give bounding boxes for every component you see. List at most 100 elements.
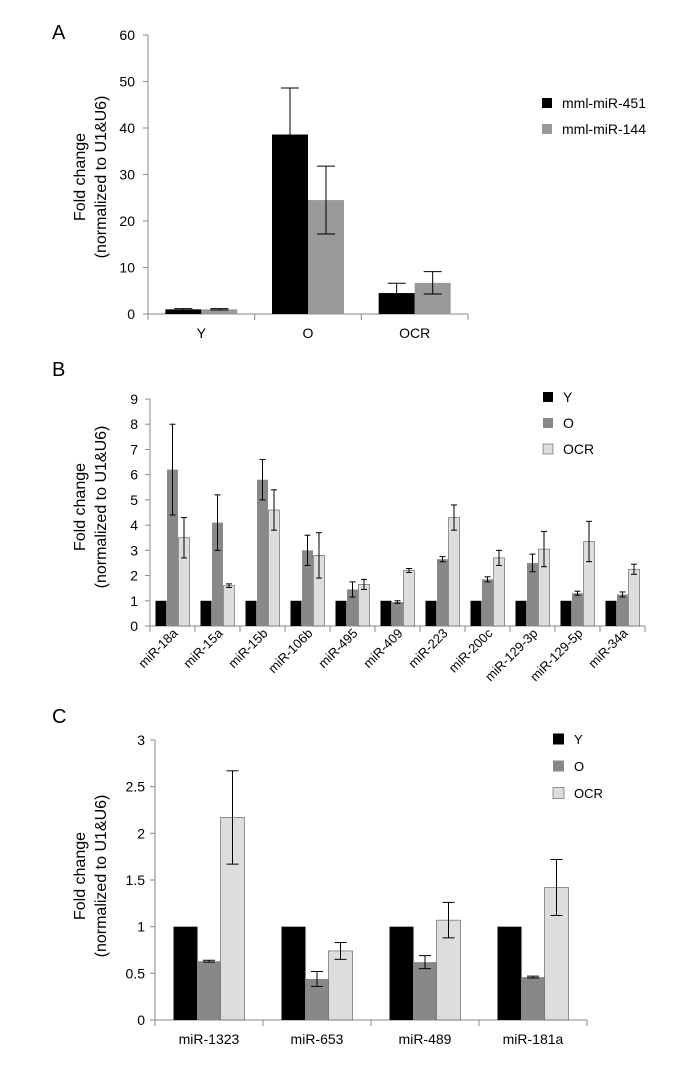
panel-b-bar: [572, 593, 583, 626]
panel-c-bar: [328, 950, 353, 1021]
panel-b-bar: [245, 600, 257, 626]
panel-b-category-label: miR-15a: [180, 625, 226, 671]
panel-c-bar: [173, 926, 198, 1020]
panel-b-bar: [425, 600, 437, 626]
panel-b-category-label: miR-223: [405, 626, 450, 671]
panel-b-bar: [628, 568, 640, 627]
panel-c-legend-label: O: [574, 759, 584, 774]
panel-a-ylabel-line2: (normalized to U1&U6): [93, 96, 110, 259]
panel-b-bar: [392, 602, 403, 626]
panel-b-y-tick-label: 4: [130, 517, 138, 533]
panel-a-ylabel-line1: Fold change: [72, 133, 89, 221]
panel-b-y-tick-label: 5: [130, 492, 138, 508]
panel-b-bar: [527, 562, 538, 626]
panel-b-category-label: miR-34a: [585, 625, 631, 671]
panel-a-y-tick-label: 60: [119, 27, 135, 43]
panel-a-chart: 0 10 20 30 40 50 60 Y O OCR mml-miR-451 mml-miR-144: [119, 27, 646, 341]
panel-b-category-label: miR-409: [360, 626, 405, 671]
panel-c-y-tick-label: 3: [137, 732, 145, 748]
panel-a-bar: [201, 309, 238, 314]
panel-b-category-label: miR-18a: [135, 625, 181, 671]
panel-b-bar: [437, 559, 448, 626]
panel-b-y-tick-label: 7: [130, 441, 138, 457]
panel-c-y-tick-label: 1.5: [126, 872, 146, 888]
panel-a-legend-label: mml-miR-451: [562, 95, 646, 111]
panel-b-y-tick-label: 6: [130, 467, 138, 483]
panel-b-bar: [605, 600, 617, 626]
panel-c-legend-label: OCR: [574, 786, 603, 801]
panel-b-legend-label: Y: [563, 389, 573, 405]
panel-c-legend-label: Y: [574, 732, 583, 747]
panel-a-y-tick-label: 10: [119, 260, 135, 276]
panel-a-bar: [165, 309, 202, 314]
panel-b-bar: [200, 600, 212, 626]
panel-b-bar: [482, 579, 493, 626]
panel-c-y-tick-label: 2.5: [126, 779, 146, 795]
panel-b-bar: [257, 479, 268, 626]
panel-a-category-label: Y: [197, 325, 207, 341]
panel-c-bar: [521, 977, 545, 1020]
panel-c-bar: [497, 926, 522, 1020]
panel-b-label: B: [52, 359, 65, 381]
panel-b-y-tick-label: 9: [130, 391, 138, 407]
panel-a-category-label: O: [303, 325, 314, 341]
panel-b-legend-swatch: [543, 418, 553, 428]
panel-a-category-label: OCR: [399, 325, 430, 341]
panel-c-category-label: miR-653: [291, 1031, 344, 1047]
panel-b-ylabel-line1: Fold change: [72, 463, 89, 551]
panel-c-bar: [281, 926, 306, 1020]
panel-a-legend-label: mml-miR-144: [562, 121, 646, 137]
panel-b-bar: [167, 469, 178, 626]
panel-b-bar: [493, 557, 505, 627]
panel-b-bar: [617, 594, 628, 626]
panel-c-bar: [197, 961, 221, 1020]
panel-c-legend-swatch: [552, 787, 565, 799]
panel-c-y-tick-label: 0.5: [126, 965, 146, 981]
panel-a-y-tick-label: 20: [119, 213, 135, 229]
panel-b-legend-label: OCR: [563, 441, 594, 457]
panel-b-bar: [560, 600, 572, 626]
panel-c-y-tick-label: 1: [137, 919, 145, 935]
panel-c-ylabel-line2: (normalized to U1&U6): [93, 795, 110, 958]
panel-a-bar: [378, 293, 415, 314]
panel-b-y-tick-label: 8: [130, 416, 138, 432]
panel-b-bar: [358, 584, 370, 627]
panel-a-legend-swatch: [542, 98, 552, 108]
panel-a-y-tick-label: 50: [119, 74, 135, 90]
panel-a-legend-swatch: [542, 124, 552, 134]
panel-c-label: C: [52, 706, 66, 728]
panel-c-y-tick-label: 0: [137, 1012, 145, 1028]
panel-b-bar: [155, 600, 167, 626]
panel-a-label: A: [52, 22, 66, 44]
panel-b-bar: [448, 517, 460, 627]
panel-b-bar: [403, 570, 415, 627]
panel-c-chart: 0 0.5 1 1.5 2 2.5 3 miR-1323 miR-653 miR-489 miR-1…: [126, 732, 603, 1047]
panel-b-bar: [470, 600, 482, 626]
panel-b-bar: [515, 600, 527, 626]
panel-c-y-tick-label: 2: [137, 825, 145, 841]
panel-c-bar: [413, 962, 437, 1020]
panel-b-bar: [335, 600, 347, 626]
panel-b-y-tick-label: 1: [130, 593, 138, 609]
panel-b-bar: [290, 600, 302, 626]
panel-b-y-tick-label: 0: [130, 618, 138, 634]
panel-b-legend-label: O: [563, 415, 574, 431]
panel-a-y-tick-label: 0: [127, 306, 135, 322]
panel-b-legend-swatch: [543, 392, 553, 402]
panel-c-bar: [389, 926, 414, 1020]
panel-c-category-label: miR-181a: [503, 1031, 564, 1047]
panel-a-y-tick-label: 40: [119, 120, 135, 136]
panel-b-bar: [380, 600, 392, 626]
panel-c-category-label: miR-489: [399, 1031, 452, 1047]
panel-b-category-label: miR-15b: [225, 626, 270, 671]
panel-b-bar: [302, 550, 313, 626]
panel-b-bar: [212, 522, 223, 626]
panel-b-bar: [347, 589, 358, 626]
panel-b-y-tick-label: 2: [130, 568, 138, 584]
panel-c-category-label: miR-1323: [179, 1031, 240, 1047]
panel-b-y-tick-label: 3: [130, 542, 138, 558]
panel-b-category-label: miR-495: [315, 626, 360, 671]
panel-c-ylabel-line1: Fold change: [72, 832, 89, 920]
